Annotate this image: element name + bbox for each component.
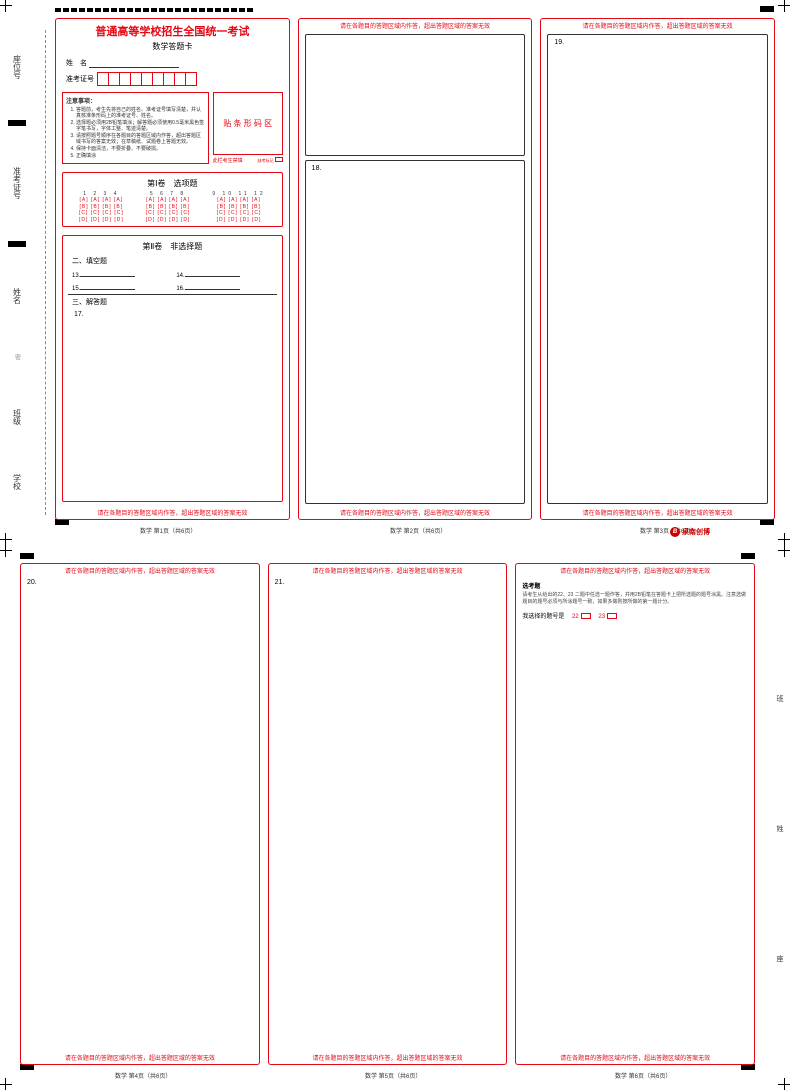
side-block (8, 241, 26, 247)
question-21: 21. (269, 577, 507, 588)
answer-sheet-page-1: 座位号 准考证号 姓名 密 班级 学校 普通高等学校招生全国统一考试 数学答题卡… (0, 0, 790, 545)
binding-dash-line (45, 30, 46, 515)
notice-item: 保持卡面清洁，不要折叠、不要破损。 (76, 146, 205, 152)
question-17: 17. (68, 309, 277, 320)
answer-area-17[interactable] (74, 322, 271, 494)
side-label-class: 班 (774, 695, 784, 702)
side-label-name: 姓 (774, 825, 784, 832)
notice-item: 正确填涂 (76, 153, 205, 159)
notice-item: 答题前，考生先将自己的姓名、准考证号填写清楚，并认真核准条形码上的准考证号、姓名… (76, 107, 205, 119)
choice-box-22[interactable] (581, 613, 591, 619)
exam-title: 普通高等学校招生全国统一考试 (56, 19, 289, 39)
blank-16[interactable]: 16. (176, 283, 272, 292)
blank-15[interactable]: 15. (72, 283, 168, 292)
part1-title: 第Ⅰ卷 选项题 (68, 176, 277, 191)
side-label-class: 班级 (12, 409, 23, 425)
side-label-admission: 准考证号 (12, 167, 23, 199)
publisher-logo: B泉南创博 (670, 527, 710, 537)
blank-13[interactable]: 13. (72, 270, 168, 279)
id-label: 准考证号 (66, 74, 94, 84)
answer-box-18[interactable]: 18. (305, 160, 526, 504)
answer-area-elective[interactable] (522, 626, 748, 1047)
notice-box: 注意事项： 答题前，考生先将自己的姓名、准考证号填写清楚，并认真核准条形码上的准… (62, 92, 209, 164)
side-label-seal: 密 (13, 354, 22, 360)
answer-area-20[interactable] (27, 590, 253, 1047)
answer-area-21[interactable] (275, 590, 501, 1047)
warning-bottom: 请在各题目的答题区域内作答，超出答题区域的答案无效 (516, 1051, 754, 1064)
barcode-area[interactable]: 贴 条 形 码 区 (213, 92, 283, 155)
answer-sheet-page-2: 班 姓 座 请在各题目的答题区域内作答，超出答题区域的答案无效 20. 请在各题… (0, 545, 790, 1090)
blank-14[interactable]: 14. (176, 270, 272, 279)
elective-title: 选考题 (522, 581, 748, 590)
choice-box-23[interactable] (607, 613, 617, 619)
column-page-1: 普通高等学校招生全国统一考试 数学答题卡 姓 名 准考证号 注意事项： 答题前，… (55, 18, 290, 520)
footer-page-6: 数学 第6页（共6页） (615, 1071, 671, 1080)
footer-page-4: 数学 第4页（共6页） (115, 1071, 171, 1080)
answer-box-top[interactable] (305, 34, 526, 156)
notice-item: 选择题必须用2B铅笔填涂；解答题必须使用0.5毫米黑色签字笔书写，字体工整、笔迹… (76, 120, 205, 132)
name-input-line[interactable] (89, 60, 179, 68)
warning-top: 请在各题目的答题区域内作答，超出答题区域的答案无效 (269, 564, 507, 577)
column-page-6: 请在各题目的答题区域内作答，超出答题区域的答案无效 选考题 请考生从给出的22、… (515, 563, 755, 1065)
part2-title: 第Ⅱ卷 非选择题 (68, 239, 277, 254)
part1-section: 第Ⅰ卷 选项题 1 2 3 4 [A] [A] [A] [A] [B] [B] … (62, 172, 283, 227)
warning-bottom: 请在各题目的答题区域内作答，超出答题区域的答案无效 (269, 1051, 507, 1064)
column-page-2: 请在各题目的答题区域内作答，超出答题区域的答案无效 18. 请在各题目的答题区域… (298, 18, 533, 520)
warning-top: 请在各题目的答题区域内作答，超出答题区域的答案无效 (541, 19, 774, 32)
side-label-school: 学校 (12, 474, 23, 490)
fill-blank-heading: 二、填空题 (68, 254, 277, 268)
card-subtitle: 数学答题卡 (56, 39, 289, 56)
admission-id-row: 准考证号 (56, 70, 289, 88)
footer-page-1: 数学 第1页（共6页） (140, 526, 196, 535)
name-row: 姓 名 (56, 56, 289, 70)
footer-page-2: 数学 第2页（共6页） (390, 526, 446, 535)
warning-top: 请在各题目的答题区域内作答，超出答题区域的答案无效 (299, 19, 532, 32)
column-page-5: 请在各题目的答题区域内作答，超出答题区域的答案无效 21. 请在各题目的答题区域… (268, 563, 508, 1065)
notice-title: 注意事项： (66, 96, 205, 105)
warning-top: 请在各题目的答题区域内作答，超出答题区域的答案无效 (516, 564, 754, 577)
elective-section: 选考题 请考生从给出的22、23 二题中任选一题作答，并用2B铅笔在答题卡上把所… (516, 577, 754, 624)
warning-bottom: 请在各题目的答题区域内作答，超出答题区域的答案无效 (541, 506, 774, 519)
footer-page-5: 数学 第5页（共6页） (365, 1071, 421, 1080)
warning-bottom: 请在各题目的答题区域内作答，超出答题区域的答案无效 (299, 506, 532, 519)
essay-heading: 三、解答题 (68, 295, 277, 309)
barcode-note: 此栏考生禁填 缺考标记 (213, 155, 283, 164)
elective-desc: 请考生从给出的22、23 二题中任选一题作答，并用2B铅笔在答题卡上把所选题的题… (522, 590, 748, 607)
id-boxes[interactable] (98, 72, 197, 86)
anchor-mark (760, 6, 774, 12)
name-label: 姓 名 (66, 60, 87, 67)
answer-box-19[interactable]: 19. (547, 34, 768, 504)
column-page-4: 请在各题目的答题区域内作答，超出答题区域的答案无效 20. 请在各题目的答题区域… (20, 563, 260, 1065)
binding-labels: 座位号 准考证号 姓名 密 班级 学校 (8, 30, 26, 515)
warning-bottom: 请在各题目的答题区域内作答，超出答题区域的答案无效 (21, 1051, 259, 1064)
warning-top: 请在各题目的答题区域内作答，超出答题区域的答案无效 (21, 564, 259, 577)
question-20: 20. (21, 577, 259, 588)
side-label-name: 姓名 (12, 288, 23, 304)
mcq-grid[interactable]: 1 2 3 4 [A] [A] [A] [A] [B] [B] [B] [B] … (68, 191, 277, 223)
warning-bottom: 请在各题目的答题区域内作答，超出答题区域的答案无效 (56, 506, 289, 519)
column-page-3: 请在各题目的答题区域内作答，超出答题区域的答案无效 19. 请在各题目的答题区域… (540, 18, 775, 520)
side-label-seat: 座位号 (12, 55, 23, 79)
anchor-mark (20, 553, 34, 559)
question-19: 19. (548, 35, 767, 50)
choice-23: 23 (598, 614, 605, 620)
part2-section: 第Ⅱ卷 非选择题 二、填空题 13. 14. 15. 16. 三、解答题 17. (62, 235, 283, 502)
question-18: 18. (306, 161, 525, 176)
side-label-seat: 座 (774, 955, 784, 962)
choice-22: 22 (572, 614, 579, 620)
timing-marks (55, 8, 253, 12)
elective-choice: 我选择的题号是 22 23 (522, 607, 748, 620)
anchor-mark (741, 553, 755, 559)
side-block (8, 120, 26, 126)
notice-item: 请按照题号顺序在各题目的答题区域内作答，超出答题区域书写的答案无效；在草稿纸、试… (76, 133, 205, 145)
absent-checkbox[interactable] (275, 157, 283, 162)
